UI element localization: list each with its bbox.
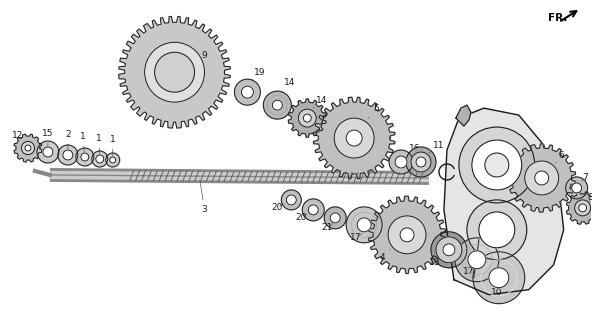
Text: 7: 7 [581,173,587,182]
Text: 13: 13 [459,156,471,164]
Circle shape [459,127,535,203]
Circle shape [431,232,467,268]
Circle shape [455,238,499,282]
Circle shape [575,200,591,216]
Text: FR.: FR. [548,13,567,23]
Circle shape [110,157,115,163]
Circle shape [96,155,104,163]
Circle shape [37,141,59,163]
Circle shape [25,145,31,151]
Circle shape [400,228,414,242]
Circle shape [242,86,253,98]
Text: 8: 8 [588,193,592,203]
Circle shape [416,157,426,167]
Circle shape [303,114,311,122]
Polygon shape [369,196,446,274]
Circle shape [572,183,581,193]
Text: 18: 18 [429,258,441,267]
Circle shape [298,109,316,127]
Circle shape [411,152,431,172]
Text: 9: 9 [195,51,207,60]
Circle shape [578,204,587,212]
Polygon shape [567,192,592,224]
Text: 1: 1 [80,132,86,154]
Circle shape [58,145,78,165]
Circle shape [406,147,436,177]
Text: 17: 17 [463,267,475,276]
Text: 21: 21 [321,223,333,232]
Text: 19: 19 [252,68,265,80]
Text: 12: 12 [12,131,26,146]
Text: 14: 14 [313,96,327,108]
Polygon shape [14,134,42,162]
Text: 1: 1 [110,134,115,157]
Circle shape [346,130,362,146]
Circle shape [566,177,588,199]
Circle shape [106,153,120,167]
Circle shape [281,190,301,210]
Circle shape [479,212,515,248]
Circle shape [525,161,559,195]
Text: 4: 4 [379,250,390,262]
Circle shape [334,118,374,158]
Circle shape [395,156,407,168]
Text: 3: 3 [200,181,207,214]
Circle shape [473,252,525,304]
Circle shape [76,148,94,166]
Circle shape [21,141,34,155]
Circle shape [467,200,527,260]
Circle shape [234,79,260,105]
Text: 15: 15 [42,129,54,149]
Circle shape [287,195,297,205]
Circle shape [63,150,73,160]
Circle shape [303,199,324,221]
Text: 2: 2 [65,130,70,152]
Polygon shape [119,16,230,128]
Circle shape [388,216,426,254]
Circle shape [43,147,53,157]
Text: 1: 1 [96,133,102,156]
Circle shape [308,205,318,215]
Polygon shape [288,99,326,137]
Text: 10: 10 [491,283,503,297]
Circle shape [346,207,382,243]
Text: 14: 14 [281,78,295,92]
Polygon shape [444,108,564,295]
Circle shape [163,60,186,84]
Circle shape [485,153,509,177]
Polygon shape [456,105,471,126]
Circle shape [357,218,371,232]
Circle shape [272,100,282,110]
Text: 11: 11 [429,140,445,153]
Polygon shape [508,144,575,212]
Circle shape [443,244,455,256]
Text: 17: 17 [350,233,362,242]
Circle shape [144,42,204,102]
Text: 5: 5 [368,104,379,118]
Text: 20: 20 [295,213,307,222]
Circle shape [468,251,486,269]
Text: 20: 20 [272,204,283,212]
Circle shape [472,140,522,190]
Circle shape [330,213,340,223]
Circle shape [92,151,108,167]
Circle shape [155,52,195,92]
Circle shape [489,268,509,288]
Circle shape [436,237,462,263]
Text: 16: 16 [407,144,421,156]
Circle shape [324,207,346,229]
Circle shape [263,91,291,119]
Circle shape [535,171,549,185]
Circle shape [81,153,89,161]
Polygon shape [313,97,395,179]
Text: 6: 6 [556,150,565,163]
Circle shape [389,150,413,174]
